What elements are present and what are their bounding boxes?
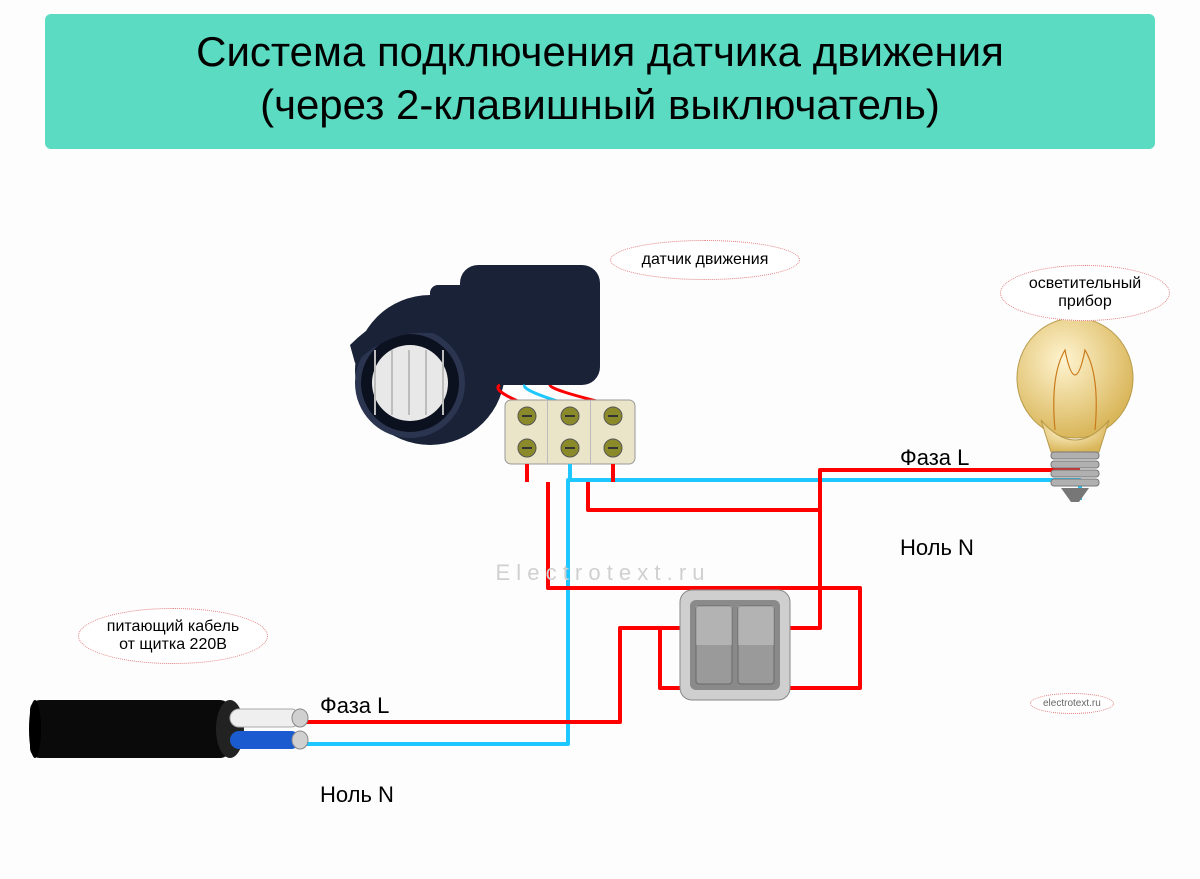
callout-lamp-text: осветительныйприбор (1029, 275, 1141, 312)
callout-cable-text: питающий кабельот щитка 220В (107, 618, 239, 655)
callout-watermark-text: electrotext.ru (1043, 698, 1101, 709)
label-neutral-top: Ноль N (900, 535, 974, 561)
terminal-block (505, 400, 635, 482)
label-phase-top: Фаза L (900, 445, 969, 471)
power-cable (29, 700, 308, 758)
light-bulb (1017, 318, 1133, 502)
components-layer: E l e c t r o t e x t . r u (0, 0, 1200, 879)
double-switch (680, 590, 790, 700)
callout-sensor-text: датчик движения (642, 251, 769, 269)
callout-cable: питающий кабельот щитка 220В (78, 608, 268, 664)
faint-watermark: E l e c t r o t e x t . r u (495, 560, 704, 585)
label-neutral-bottom: Ноль N (320, 782, 394, 808)
callout-lamp: осветительныйприбор (1000, 265, 1170, 321)
label-phase-bottom: Фаза L (320, 693, 389, 719)
callout-sensor: датчик движения (610, 240, 800, 280)
callout-watermark: electrotext.ru (1030, 693, 1114, 714)
